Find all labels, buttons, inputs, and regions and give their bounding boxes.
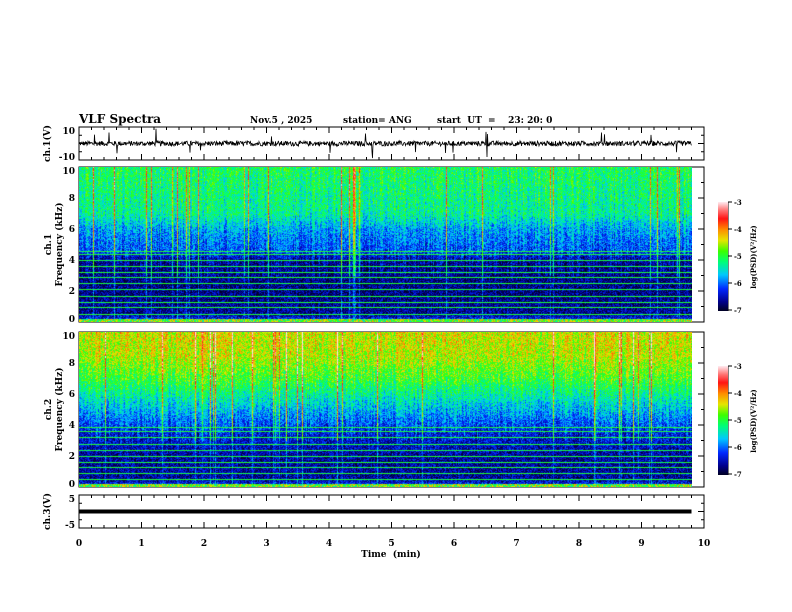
x-tick-label: 5 [388,539,394,549]
colorbar-tick-label: -5 [734,416,742,425]
start-time-label: start UT = 23: 20: 0 [437,116,552,126]
ch1-waveform-ytick-label: 10 [62,127,75,137]
ch3-waveform-ytick-label: -5 [65,521,75,531]
station-label: station= ANG [343,116,412,126]
ch1-spectrogram-ytick-label: 4 [69,256,75,266]
ch2-spectrogram-ylabel: Frequency (kHz) [54,367,65,451]
colorbar-tick-label: -5 [734,252,742,261]
ch1-spectrogram-ytick-label: 2 [69,287,75,297]
x-tick-label: 6 [451,539,457,549]
ch2-spectrogram-ylabel: ch.2 [44,399,54,420]
ch1-spectrogram-ytick-label: 6 [69,225,75,235]
colorbar-label: log(PSD)(V²/Hz) [749,225,758,289]
ch1-waveform-ylabel: ch.1(V) [42,125,53,162]
ch1-spectrogram-ytick-label: 0 [69,315,75,325]
x-tick-label: 8 [576,539,582,549]
ch2-spectrogram-heatmap [79,332,692,487]
ch1-spectrogram-heatmap [79,167,692,322]
colorbar-tick-label: -7 [734,470,742,479]
x-tick-label: 4 [326,539,332,549]
ch2-spectrogram-ytick-label: 10 [62,332,75,342]
x-tick-label: 2 [201,539,207,549]
x-tick-label: 3 [263,539,269,549]
colorbar-tick-label: -3 [734,198,742,207]
ch2-spectrogram-ytick-label: 2 [69,452,75,462]
x-tick-label: 9 [638,539,644,549]
ch3-waveform-ytick-label: 5 [69,495,75,505]
ch1-spectrogram-ytick-label: 8 [69,194,75,204]
colorbar-tick-label: -6 [734,279,742,288]
ch2-colorbar [718,366,728,475]
ch1-spectrogram-ylabel: ch.1 [44,234,54,255]
x-axis-label: Time (min) [361,549,421,560]
ch2-spectrogram-ytick-label: 6 [69,390,75,400]
ch1-spectrogram-ylabel: Frequency (kHz) [54,202,65,286]
colorbar-label: log(PSD)(V²/Hz) [749,389,758,453]
ch1-waveform-trace [78,128,692,159]
ch2-spectrogram-ytick-label: 8 [69,359,75,369]
ch1-colorbar [718,202,728,311]
x-tick-label: 1 [138,539,144,549]
figure-title: VLF Spectra [78,112,161,126]
colorbar-tick-label: -4 [734,389,742,398]
ch1-waveform-ytick-label: -10 [59,153,75,163]
ch2-spectrogram-ytick-label: 0 [69,480,75,490]
ch3-waveform-ylabel: ch.3(V) [42,493,53,530]
ch1-spectrogram-ytick-label: 10 [62,167,75,177]
x-tick-label: 0 [76,539,82,549]
colorbar-tick-label: -4 [734,225,742,234]
x-tick-label: 10 [698,539,711,549]
x-tick-label: 7 [513,539,519,549]
date-label: Nov.5 , 2025 [250,116,312,126]
colorbar-tick-label: -3 [734,362,742,371]
colorbar-tick-label: -7 [734,306,742,315]
colorbar-tick-label: -6 [734,443,742,452]
ch2-spectrogram-ytick-label: 4 [69,421,75,431]
